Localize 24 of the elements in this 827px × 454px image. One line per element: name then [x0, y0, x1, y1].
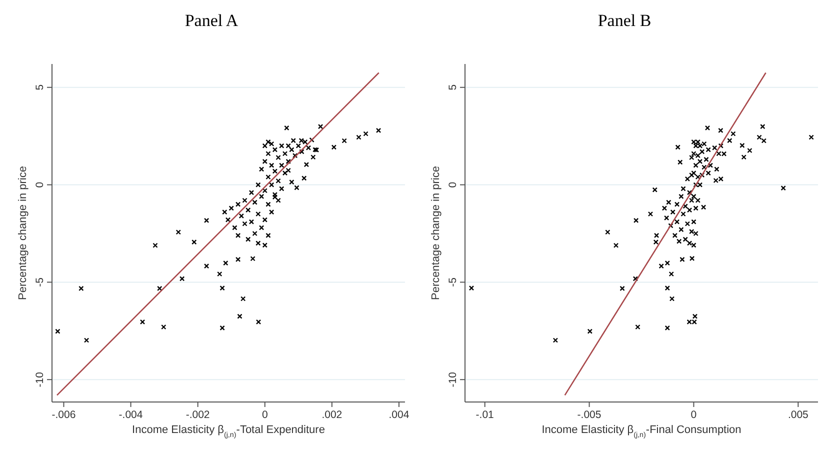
x-tick-label: -.004 [118, 409, 143, 421]
x-tick-label: -.006 [52, 409, 76, 421]
y-axis-title: Percentage change in price [17, 166, 29, 300]
y-tick-label: -5 [447, 277, 459, 287]
x-axis-title: Income Elasticity β$_{(j,n)}$-Final Consumption [542, 424, 742, 439]
y-axis-title: Percentage change in price [430, 166, 442, 300]
y-tick-label: 5 [447, 84, 459, 90]
y-tick-label: -10 [34, 372, 46, 388]
y-tick-label: -5 [34, 277, 46, 287]
x-tick-label: .005 [788, 409, 809, 421]
x-tick-label: .004 [388, 409, 410, 421]
y-tick-label: 5 [34, 84, 46, 90]
x-axis-title: Income Elasticity β$_{(j,n)}$-Total Expenditure [132, 424, 325, 439]
y-tick-label: -10 [447, 372, 459, 388]
chart-title: Panel A [184, 11, 239, 30]
x-tick-label: 0 [690, 409, 697, 421]
x-tick-label: .002 [322, 409, 342, 421]
x-tick-label: 0 [262, 409, 268, 421]
x-tick-label: -.002 [186, 409, 210, 421]
x-tick-label: -.005 [577, 409, 602, 421]
y-tick-label: 0 [447, 182, 459, 188]
chart-title: Panel B [598, 11, 652, 30]
y-tick-label: 0 [34, 182, 46, 188]
x-tick-label: -.01 [476, 409, 494, 421]
